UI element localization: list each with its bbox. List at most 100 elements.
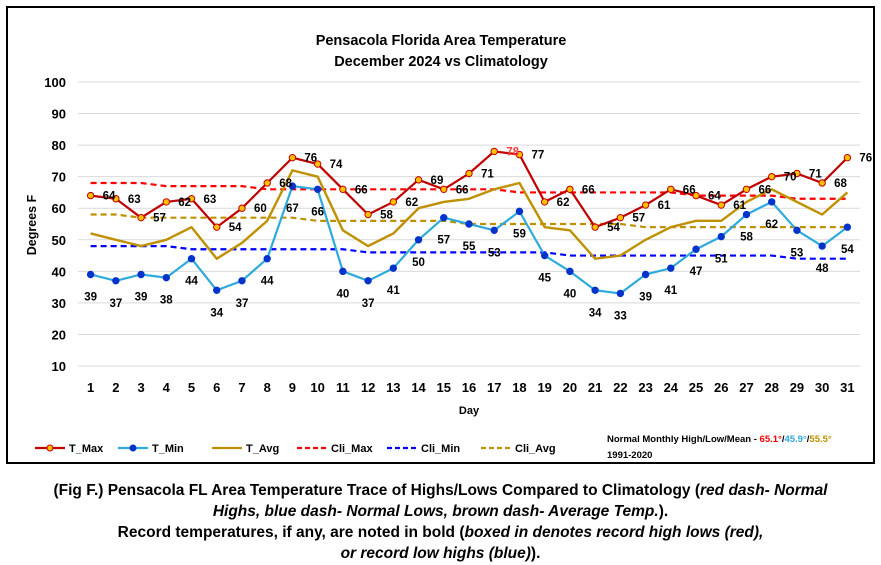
point-t-min-5 bbox=[187, 255, 196, 263]
y-tick-90: 90 bbox=[52, 107, 66, 122]
point-t-max-4 bbox=[162, 198, 170, 206]
min-label-10: 66 bbox=[311, 206, 324, 218]
x-tick-7: 7 bbox=[238, 380, 245, 395]
x-tick-2: 2 bbox=[112, 380, 119, 395]
min-label-5: 44 bbox=[185, 276, 198, 288]
x-tick-13: 13 bbox=[386, 380, 400, 395]
point-t-max-19 bbox=[540, 198, 549, 206]
point-t-min-20 bbox=[566, 267, 574, 276]
caption-text-2c: ). bbox=[658, 503, 669, 520]
point-t-min-8 bbox=[263, 255, 271, 263]
max-label-17: 78 bbox=[506, 146, 519, 158]
max-label-15: 66 bbox=[456, 184, 469, 196]
min-label-25: 47 bbox=[690, 266, 703, 278]
point-t-min-9 bbox=[288, 182, 297, 190]
x-tick-9: 9 bbox=[289, 380, 296, 395]
point-t-max-3 bbox=[137, 213, 145, 222]
min-label-7: 37 bbox=[236, 298, 249, 310]
min-label-20: 40 bbox=[564, 288, 577, 300]
min-label-2: 37 bbox=[109, 298, 122, 310]
caption-text-3a: Record temperatures, if any, are noted i… bbox=[117, 524, 465, 541]
x-axis-ticks: 1 2 3 4 5 6 7 8 9 10 11 12 13 14 15 16 17 18 19 20 21 22 23 24 2… bbox=[87, 380, 855, 395]
point-t-min-15 bbox=[440, 213, 448, 222]
point-t-max-14 bbox=[414, 176, 423, 184]
x-tick-10: 10 bbox=[310, 380, 324, 395]
x-tick-24: 24 bbox=[664, 380, 679, 395]
x-tick-3: 3 bbox=[137, 380, 144, 395]
x-tick-28: 28 bbox=[764, 380, 778, 395]
y-tick-60: 60 bbox=[52, 201, 66, 216]
point-t-min-18 bbox=[515, 207, 524, 216]
point-t-max-28 bbox=[768, 172, 776, 181]
min-label-17: 53 bbox=[488, 247, 501, 259]
x-tick-11: 11 bbox=[336, 380, 350, 395]
y-tick-70: 70 bbox=[52, 170, 66, 185]
point-t-max-12 bbox=[364, 210, 372, 219]
point-t-min-1 bbox=[86, 270, 95, 279]
point-t-min-19 bbox=[540, 251, 549, 260]
point-t-max-24 bbox=[667, 185, 675, 193]
max-label-3: 57 bbox=[153, 213, 166, 225]
data-labels: 64 63 57 62 63 54 60 68 76 74 66 58 62 69 66 71 78 77 62 66… bbox=[84, 146, 872, 322]
point-t-max-16 bbox=[465, 169, 473, 178]
x-tick-8: 8 bbox=[264, 380, 271, 395]
y-axis-label: Degrees F bbox=[25, 194, 39, 255]
min-label-15: 57 bbox=[437, 235, 450, 247]
normals-note-prefix: Normal Monthly High/Low/Mean - bbox=[607, 434, 760, 445]
chart-subtitle: December 2024 vs Climatology bbox=[334, 54, 548, 70]
max-label-18: 77 bbox=[531, 150, 544, 162]
svg-text:Normal Monthly High/Low/Mean -: Normal Monthly High/Low/Mean - 65.1°/45.… bbox=[607, 434, 832, 445]
x-tick-12: 12 bbox=[361, 380, 375, 395]
max-label-27: 66 bbox=[758, 184, 771, 196]
min-label-6: 34 bbox=[210, 307, 223, 319]
max-label-4: 62 bbox=[178, 197, 191, 209]
point-t-max-22 bbox=[616, 213, 625, 222]
legend-label-t-max: T_Max bbox=[69, 443, 104, 455]
x-tick-6: 6 bbox=[213, 380, 220, 395]
y-axis-ticks: 10 20 30 40 50 60 70 80 90 100 bbox=[44, 75, 66, 374]
point-t-min-30 bbox=[818, 242, 826, 250]
point-t-max-21 bbox=[591, 223, 599, 231]
figure-caption: (Fig F.) Pensacola FL Area Temperature T… bbox=[0, 480, 881, 564]
point-t-max-9 bbox=[288, 154, 297, 162]
min-label-24: 41 bbox=[664, 285, 677, 297]
point-t-max-29 bbox=[793, 169, 801, 178]
legend-label-t-min: T_Min bbox=[152, 443, 184, 455]
y-tick-20: 20 bbox=[52, 327, 66, 342]
point-t-max-6 bbox=[213, 223, 221, 231]
point-t-max-31 bbox=[843, 154, 852, 162]
max-label-6: 54 bbox=[229, 222, 242, 234]
gridlines bbox=[78, 81, 860, 367]
x-tick-15: 15 bbox=[437, 380, 451, 395]
min-label-1: 39 bbox=[84, 291, 97, 303]
point-t-min-22 bbox=[616, 289, 625, 298]
point-t-min-4 bbox=[162, 273, 170, 282]
point-t-min-11 bbox=[339, 267, 347, 276]
min-label-31: 54 bbox=[841, 244, 854, 256]
caption-text-2b: Highs, blue dash- Normal Lows, brown das… bbox=[212, 503, 659, 520]
min-label-9: 67 bbox=[286, 203, 299, 215]
point-t-max-20 bbox=[566, 185, 574, 193]
x-tick-27: 27 bbox=[739, 380, 753, 395]
point-t-min-7 bbox=[238, 277, 246, 285]
x-tick-20: 20 bbox=[563, 380, 577, 395]
min-label-23: 39 bbox=[639, 291, 652, 303]
min-label-22: 33 bbox=[614, 310, 627, 322]
point-t-max-23 bbox=[641, 201, 650, 209]
caption-text-1b: red dash- Normal bbox=[700, 482, 828, 499]
max-label-25: 64 bbox=[708, 191, 721, 203]
min-label-16: 55 bbox=[463, 241, 476, 253]
temperature-chart: Pensacola Florida Area Temperature Decem… bbox=[25, 33, 872, 461]
caption-text-4c: ). bbox=[530, 545, 541, 562]
max-label-11: 66 bbox=[355, 184, 368, 196]
point-t-min-24 bbox=[667, 264, 675, 272]
min-label-4: 38 bbox=[160, 295, 173, 307]
max-label-14: 69 bbox=[431, 175, 444, 187]
y-tick-100: 100 bbox=[44, 75, 66, 90]
point-t-max-10 bbox=[313, 160, 322, 168]
point-t-max-7 bbox=[238, 204, 246, 212]
point-t-max-18 bbox=[515, 150, 524, 159]
caption-line-2: Highs, blue dash- Normal Lows, brown das… bbox=[0, 501, 881, 522]
point-t-max-8 bbox=[263, 179, 271, 187]
point-t-min-17 bbox=[490, 226, 498, 235]
